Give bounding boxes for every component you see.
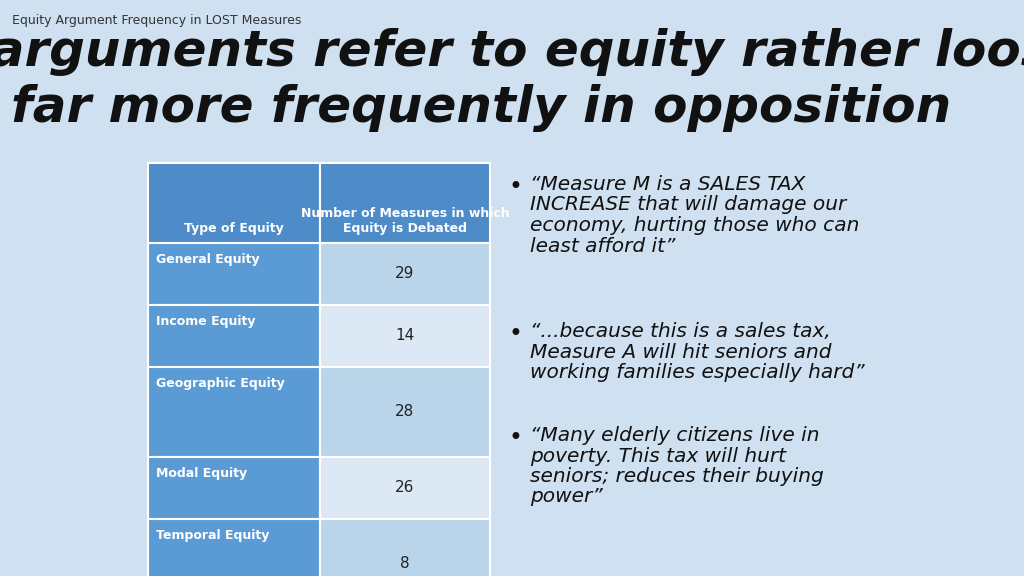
Bar	[148, 243, 319, 305]
Text: Equity Argument Frequency in LOST Measures: Equity Argument Frequency in LOST Measur…	[12, 14, 301, 27]
Text: •: •	[508, 322, 522, 346]
Text: Measure A will hit seniors and: Measure A will hit seniors and	[530, 343, 831, 362]
Bar	[319, 305, 490, 367]
Text: Type of Equity: Type of Equity	[184, 222, 284, 235]
Bar	[319, 163, 490, 243]
Text: INCREASE that will damage our: INCREASE that will damage our	[530, 195, 846, 214]
Bar	[148, 367, 319, 457]
Text: Ballot arguments refer to equity rather loosely;
far more frequently in oppositi: Ballot arguments refer to equity rather …	[0, 28, 1024, 131]
Text: working families especially hard”: working families especially hard”	[530, 363, 864, 382]
Text: General Equity: General Equity	[156, 253, 260, 266]
Bar	[319, 457, 490, 519]
Bar	[319, 243, 490, 305]
Text: Income Equity: Income Equity	[156, 315, 256, 328]
Bar	[148, 457, 319, 519]
Bar	[319, 519, 490, 576]
Bar	[319, 367, 490, 457]
Text: •: •	[508, 175, 522, 199]
Text: Number of Measures in which
Equity is Debated: Number of Measures in which Equity is De…	[301, 207, 509, 235]
Text: least afford it”: least afford it”	[530, 237, 676, 256]
Text: Geographic Equity: Geographic Equity	[156, 377, 285, 390]
Text: 29: 29	[395, 267, 415, 282]
Bar	[148, 305, 319, 367]
Text: 26: 26	[395, 480, 415, 495]
Text: Modal Equity: Modal Equity	[156, 467, 247, 480]
Text: 28: 28	[395, 404, 415, 419]
Text: 8: 8	[400, 556, 410, 571]
Text: “Measure M is a SALES TAX: “Measure M is a SALES TAX	[530, 175, 805, 194]
Text: •: •	[508, 426, 522, 450]
Text: Temporal Equity: Temporal Equity	[156, 529, 269, 542]
Bar	[148, 163, 319, 243]
Text: power”: power”	[530, 487, 603, 506]
Text: seniors; reduces their buying: seniors; reduces their buying	[530, 467, 823, 486]
Text: economy, hurting those who can: economy, hurting those who can	[530, 216, 859, 235]
Text: 14: 14	[395, 328, 415, 343]
Text: poverty. This tax will hurt: poverty. This tax will hurt	[530, 446, 786, 465]
Text: “...because this is a sales tax,: “...because this is a sales tax,	[530, 322, 830, 341]
Bar	[148, 519, 319, 576]
Text: “Many elderly citizens live in: “Many elderly citizens live in	[530, 426, 819, 445]
